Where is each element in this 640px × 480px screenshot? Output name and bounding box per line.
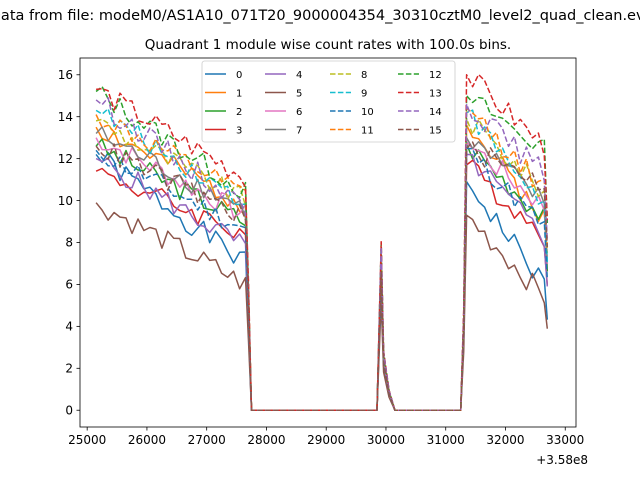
y-tick-label: 0 [65,403,73,417]
series-line-9 [95,108,549,411]
legend-label: 0 [236,70,242,81]
series-line-4 [95,153,549,411]
legend-item-10: 10 [330,107,374,118]
y-tick-label: 10 [58,194,73,208]
y-tick-label: 14 [58,110,73,124]
x-axis-ticks: 25000 26000 27000 28000 29000 30000 31000 32000… [68,427,584,447]
legend-label: 11 [361,126,374,137]
x-axis-offset-label: +3.58e8 [536,453,588,467]
legend-label: 13 [429,89,442,100]
series-line-13 [96,73,549,411]
y-tick-label: 12 [58,152,73,166]
legend-label: 8 [361,70,367,81]
y-tick-label: 2 [65,361,73,375]
series-line-3 [95,159,549,411]
legend-item-0: 0 [205,70,242,81]
legend-item-3: 3 [205,126,242,137]
series-line-2 [95,138,549,411]
x-tick-label: 33000 [546,433,584,447]
series-line-15 [95,141,549,411]
legend-label: 12 [429,70,442,81]
legend-label: 6 [296,107,302,118]
legend-item-11: 11 [330,126,374,137]
series-line-8 [95,118,549,411]
x-tick-label: 28000 [247,433,285,447]
legend-label: 9 [361,89,367,100]
y-tick-label: 4 [65,320,73,334]
legend-item-1: 1 [205,89,242,100]
legend-box [201,60,456,143]
series-line-12 [95,85,549,411]
series-line-5 [95,202,549,411]
legend-item-15: 15 [398,126,442,137]
chart-title: Quadrant 1 module wise count rates with … [145,37,511,53]
legend-label: 5 [296,89,302,100]
legend-item-5: 5 [265,89,302,100]
series-line-14 [95,97,549,411]
legend-item-8: 8 [330,70,367,81]
x-tick-label: 32000 [486,433,524,447]
y-tick-label: 6 [65,278,73,292]
series-lines [95,73,549,411]
legend-label: 10 [361,107,374,118]
x-tick-label: 30000 [367,433,405,447]
x-tick-label: 25000 [68,433,106,447]
x-tick-label: 26000 [128,433,166,447]
series-line-10 [95,147,549,411]
legend-label: 3 [236,126,242,137]
x-tick-label: 31000 [427,433,465,447]
legend-item-13: 13 [398,89,442,100]
legend-label: 7 [296,126,302,137]
legend-item-12: 12 [398,70,442,81]
x-tick-label: 29000 [307,433,345,447]
legend-item-9: 9 [330,89,367,100]
legend-label: 4 [296,70,302,81]
legend-item-4: 4 [265,70,302,81]
y-tick-label: 16 [58,68,73,82]
legend-label: 15 [429,126,442,137]
legend-label: 2 [236,107,242,118]
legend-item-2: 2 [205,107,242,118]
legend-item-14: 14 [398,107,442,118]
legend-label: 14 [429,107,442,118]
legend-label: 1 [236,89,242,100]
legend-item-6: 6 [265,107,302,118]
y-axis-ticks: 0 2 4 6 8 10 12 14 16 [58,68,80,417]
x-tick-label: 27000 [188,433,226,447]
legend-item-7: 7 [265,126,302,137]
figure-suptitle: Data from file: modeM0/AS1A10_071T20_900… [0,8,640,24]
y-tick-label: 8 [65,236,73,250]
plot-area [79,57,577,428]
